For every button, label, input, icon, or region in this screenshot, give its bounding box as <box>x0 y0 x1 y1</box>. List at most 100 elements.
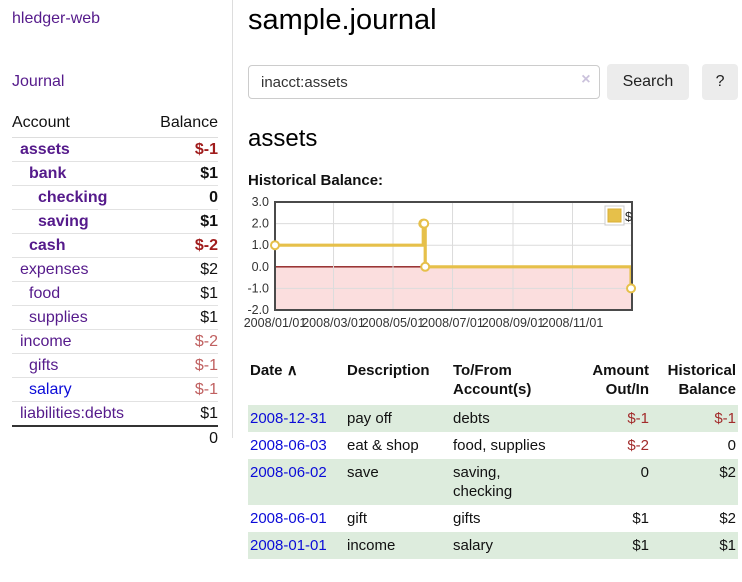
register-amount: $1 <box>632 537 649 554</box>
account-row: assets $-1 <box>12 137 218 162</box>
register-balance: $1 <box>719 537 736 554</box>
account-row: income $-2 <box>12 329 218 354</box>
sidebar-account-link[interactable]: checking <box>38 189 108 206</box>
register-accounts: debts <box>453 410 490 427</box>
register-amount: $1 <box>632 510 649 527</box>
account-balance: $1 <box>200 165 218 182</box>
register-header-description: Description <box>347 362 430 379</box>
account-row: salary $-1 <box>12 377 218 402</box>
account-balance: $1 <box>200 309 218 326</box>
x-axis-tick-label: 2008/09/01 <box>482 316 545 330</box>
x-axis-tick-label: 2008/05/01 <box>362 316 425 330</box>
register-date-link[interactable]: 2008-01-01 <box>250 537 327 554</box>
x-axis-tick-label: 2008/11/01 <box>542 316 604 330</box>
account-row: liabilities:debts $1 <box>12 402 218 427</box>
register-row: 2008-12-31 pay off debts $-1 $-1 <box>248 405 738 432</box>
register-balance: $2 <box>719 510 736 527</box>
sidebar-account-link[interactable]: gifts <box>29 357 59 374</box>
register-amount: $-2 <box>627 437 649 454</box>
sidebar-account-link[interactable]: assets <box>20 141 70 158</box>
register-description: eat & shop <box>347 437 419 454</box>
register-accounts: gifts <box>453 510 481 527</box>
sidebar-account-link[interactable]: saving <box>38 213 89 230</box>
register-amount: 0 <box>640 464 649 481</box>
search-button[interactable]: Search <box>606 64 690 100</box>
register-accounts: saving, checking <box>453 464 513 500</box>
account-page-title: assets <box>248 125 318 152</box>
register-header-date[interactable]: Date ∧ <box>250 362 298 379</box>
search-form: × Search ? <box>248 64 738 100</box>
chart-label: Historical Balance: <box>248 172 384 189</box>
account-balance: $-2 <box>194 333 218 350</box>
register-header-amount: Amount Out/In <box>592 362 649 398</box>
account-balance: $-1 <box>194 381 218 398</box>
account-row: gifts $-1 <box>12 353 218 378</box>
account-balance: $1 <box>200 405 218 422</box>
account-balance: $2 <box>200 261 218 278</box>
historical-balance-chart: $3.0 2.0 1.0 0.0 -1.0 -2.0 2008/01/01 2008/03/0… <box>244 196 738 334</box>
accounts-total-value: 0 <box>143 425 218 450</box>
accounts-total-row: 0 <box>12 425 218 450</box>
help-button[interactable]: ? <box>702 64 738 100</box>
sidebar-account-link[interactable]: expenses <box>20 261 89 278</box>
main-content: sample.journal × Search ? assets Histori… <box>244 0 738 559</box>
y-axis-tick-label: 1.0 <box>252 238 269 252</box>
register-date-link[interactable]: 2008-06-03 <box>250 437 327 454</box>
account-row: cash $-2 <box>12 233 218 258</box>
register-balance: $2 <box>719 464 736 481</box>
search-input[interactable] <box>248 65 600 99</box>
register-row: 2008-01-01 income salary $1 $1 <box>248 532 738 559</box>
register-header-accounts: To/From Account(s) <box>453 362 532 398</box>
account-row: food $1 <box>12 281 218 306</box>
account-balance: $-1 <box>194 357 218 374</box>
sidebar-account-link[interactable]: supplies <box>29 309 88 326</box>
x-axis-tick-label: 2008/01/01 <box>244 316 307 330</box>
y-axis-tick-label: 2.0 <box>252 217 269 231</box>
register-balance: $-1 <box>714 410 736 427</box>
register-date-link[interactable]: 2008-06-01 <box>250 510 327 527</box>
account-row: saving $1 <box>12 209 218 234</box>
sort-ascending-icon: ∧ <box>286 362 298 379</box>
account-row: expenses $2 <box>12 257 218 282</box>
y-axis-tick-label: 0.0 <box>252 260 269 274</box>
page-title: sample.journal <box>248 4 437 36</box>
register-amount: $-1 <box>627 410 649 427</box>
data-point-marker <box>419 218 430 229</box>
sidebar-account-link[interactable]: food <box>29 285 61 302</box>
chart-svg: $3.0 2.0 1.0 0.0 -1.0 -2.02008/01/012008/03/0… <box>244 196 637 330</box>
brand-link[interactable]: hledger-web <box>12 10 101 27</box>
register-date-link[interactable]: 2008-06-02 <box>250 464 327 481</box>
account-row: checking 0 <box>12 185 218 210</box>
accounts-table: Account Balance assets $-1 bank $1 checking 0… <box>12 112 218 450</box>
clear-search-icon[interactable]: × <box>581 71 591 88</box>
account-balance: $-1 <box>194 141 218 158</box>
nav-journal-link[interactable]: Journal <box>12 73 65 90</box>
register-date-link[interactable]: 2008-12-31 <box>250 410 327 427</box>
sidebar: hledger-web Journal Account Balance asse… <box>0 0 233 450</box>
legend-label: $ <box>625 209 633 224</box>
register-accounts: salary <box>453 537 494 554</box>
register-description: pay off <box>347 410 392 427</box>
y-axis-tick-label: -2.0 <box>247 303 269 317</box>
x-axis-tick-label: 2008/03/01 <box>302 316 365 330</box>
data-point-marker <box>420 261 431 272</box>
register-balance: 0 <box>727 437 736 454</box>
account-row: supplies $1 <box>12 305 218 330</box>
register-row: 2008-06-01 gift gifts $1 $2 <box>248 505 738 532</box>
account-balance: $1 <box>200 285 218 302</box>
register-accounts: food, supplies <box>453 437 546 454</box>
accounts-header-account: Account <box>12 112 144 138</box>
account-balance: 0 <box>209 189 218 206</box>
register-row: 2008-06-02 save saving, checking 0 $2 <box>248 459 738 505</box>
sidebar-account-link[interactable]: bank <box>29 165 67 182</box>
sidebar-account-link[interactable]: cash <box>29 237 66 254</box>
account-balance: $-2 <box>194 237 218 254</box>
account-balance: $1 <box>200 213 218 230</box>
x-axis-tick-label: 2008/07/01 <box>421 316 484 330</box>
register-header-balance: Historical Balance <box>667 362 736 398</box>
sidebar-account-link[interactable]: liabilities:debts <box>20 405 125 422</box>
y-axis-tick-label: -1.0 <box>247 281 269 295</box>
register-description: income <box>347 537 396 554</box>
sidebar-account-link[interactable]: income <box>20 333 72 350</box>
sidebar-account-link[interactable]: salary <box>29 381 72 398</box>
